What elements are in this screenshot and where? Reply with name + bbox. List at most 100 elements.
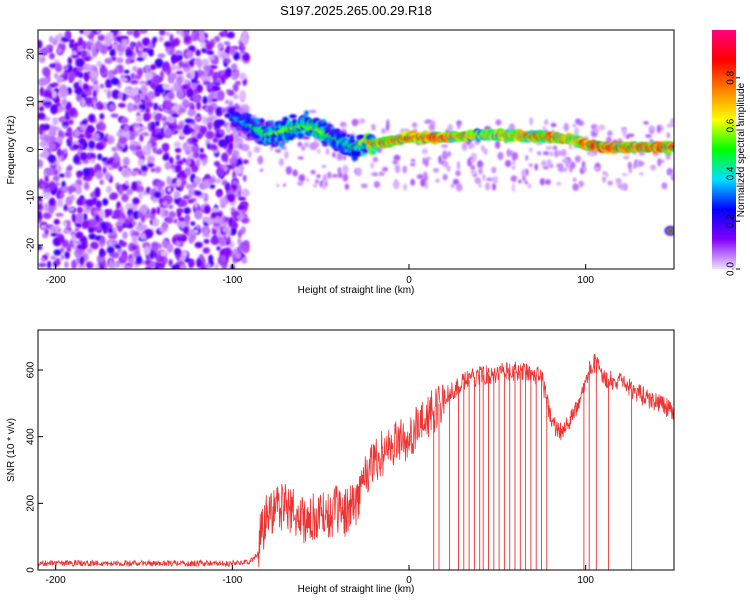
- spectrogram-cell: [162, 154, 170, 161]
- spectrogram-cell: [198, 30, 206, 41]
- spectrogram-cell: [63, 148, 68, 155]
- spectrogram-cell: [161, 115, 168, 122]
- spectrogram-cell: [425, 158, 429, 167]
- spectrogram-cell: [48, 141, 57, 152]
- spectrogram-cell: [183, 79, 189, 85]
- spectrogram-cell: [159, 70, 165, 80]
- spectrogram-cell: [181, 84, 189, 90]
- spectrogram-cell: [120, 241, 127, 248]
- spectrogram-cell: [312, 117, 320, 122]
- spectrogram-cell: [227, 164, 233, 170]
- spectrogram-cell: [99, 83, 105, 89]
- spectrogram-cell: [55, 212, 64, 217]
- spectrogram-cell: [671, 142, 674, 147]
- spectrogram-cell: [314, 179, 320, 185]
- spectrogram-cell: [215, 133, 222, 139]
- spectrogram-cell: [143, 245, 151, 256]
- spectrogram-cell: [132, 210, 140, 220]
- spectrogram-cell: [156, 262, 165, 269]
- spectrogram-cell: [123, 265, 132, 269]
- spectrogram-cell: [44, 175, 49, 183]
- spectrogram-cell: [184, 166, 192, 176]
- spectrogram-cell: [204, 205, 211, 214]
- spectrogram-cell: [239, 133, 246, 137]
- spectrogram-cell: [73, 82, 79, 89]
- spectrogram-cell: [92, 99, 97, 110]
- spectrogram-cell: [103, 88, 109, 93]
- spectrogram-cell: [140, 126, 148, 131]
- spectrogram-cell: [569, 161, 576, 169]
- spectrogram-cell: [172, 54, 180, 62]
- spectrogram-cell: [546, 159, 552, 168]
- spectrogram-cell: [159, 188, 166, 199]
- spectrogram-cell: [292, 169, 298, 177]
- spectrogram-cell: [572, 123, 577, 128]
- spectrogram-cell: [659, 126, 665, 131]
- spectrogram-cell: [199, 125, 208, 135]
- spectrogram-cell: [146, 91, 156, 100]
- spectrogram-cell: [310, 170, 316, 175]
- spectrogram-cell: [316, 174, 321, 179]
- spectrogram-cell: [657, 158, 662, 167]
- spectrogram-cell: [149, 213, 156, 221]
- spectrogram-cell: [152, 36, 158, 43]
- spectrogram-cell: [195, 49, 201, 57]
- spectrogram-cell: [191, 137, 199, 144]
- spectrogram-cell: [511, 152, 519, 161]
- spectrogram-cell: [617, 138, 623, 142]
- spectrogram-cell: [189, 69, 196, 80]
- spectrogram-cell: [86, 247, 93, 254]
- spectrogram-cell: [64, 261, 69, 269]
- spectrogram-cell: [162, 221, 168, 230]
- spectrogram-cell: [154, 58, 164, 68]
- spectrogram-cell: [283, 183, 286, 187]
- spectrogram-cell: [49, 155, 55, 164]
- spectrogram-cell: [163, 95, 169, 101]
- spectrogram-cell: [139, 224, 148, 231]
- spectrogram-cell: [563, 122, 570, 132]
- spectrogram-cell: [87, 90, 92, 97]
- spectrogram-cell: [321, 164, 327, 168]
- spectrogram-cell: [191, 145, 200, 153]
- spectrogram-cell: [155, 150, 163, 155]
- spectrogram-cell: [77, 78, 83, 89]
- spectrogram-cell: [54, 63, 63, 73]
- spectrogram-cell: [423, 171, 428, 176]
- spectrogram-cell: [131, 221, 137, 226]
- spectrogram-cell: [95, 200, 102, 209]
- spectrogram-cell: [211, 85, 221, 92]
- spectrogram-cell: [220, 74, 226, 85]
- spectrogram-cell: [223, 41, 231, 46]
- spectrogram-cell: [74, 130, 80, 138]
- spectrogram-cell: [52, 37, 58, 46]
- spectrogram-cell: [136, 150, 143, 158]
- spectrogram-cell: [202, 233, 211, 238]
- spectrogram-cell: [187, 199, 195, 204]
- spectrogram-cell: [63, 221, 68, 227]
- spectrogram-cell: [322, 122, 329, 127]
- spectrogram-cell: [194, 115, 202, 121]
- spectrogram-cell: [336, 152, 344, 161]
- spectrogram-cell: [284, 150, 289, 159]
- spectrogram-cell: [202, 80, 211, 86]
- spectrogram-cell: [342, 155, 347, 160]
- spectrogram-cell: [122, 231, 128, 240]
- spectrogram-cell: [241, 256, 248, 264]
- spectrogram-cell: [481, 144, 485, 152]
- spectrogram-cell: [411, 122, 418, 128]
- spectrogram-cell: [602, 176, 607, 183]
- spectrogram-cell: [77, 244, 86, 250]
- spectrogram-cell: [643, 121, 649, 125]
- spectrogram-cell: [133, 122, 140, 128]
- spectrogram-cell: [627, 161, 632, 169]
- spectrogram-cell: [175, 178, 182, 187]
- spectrogram-cell: [423, 120, 430, 124]
- spectrogram-cell: [359, 118, 366, 124]
- spectrogram-cell: [108, 234, 117, 239]
- spectrogram-cell: [497, 151, 504, 161]
- spectrogram-cell: [71, 233, 77, 243]
- spectrogram-cell: [116, 131, 122, 137]
- spectrogram-cell: [91, 132, 101, 142]
- spectrogram-cell: [129, 140, 136, 146]
- spectrogram-cell: [68, 133, 73, 143]
